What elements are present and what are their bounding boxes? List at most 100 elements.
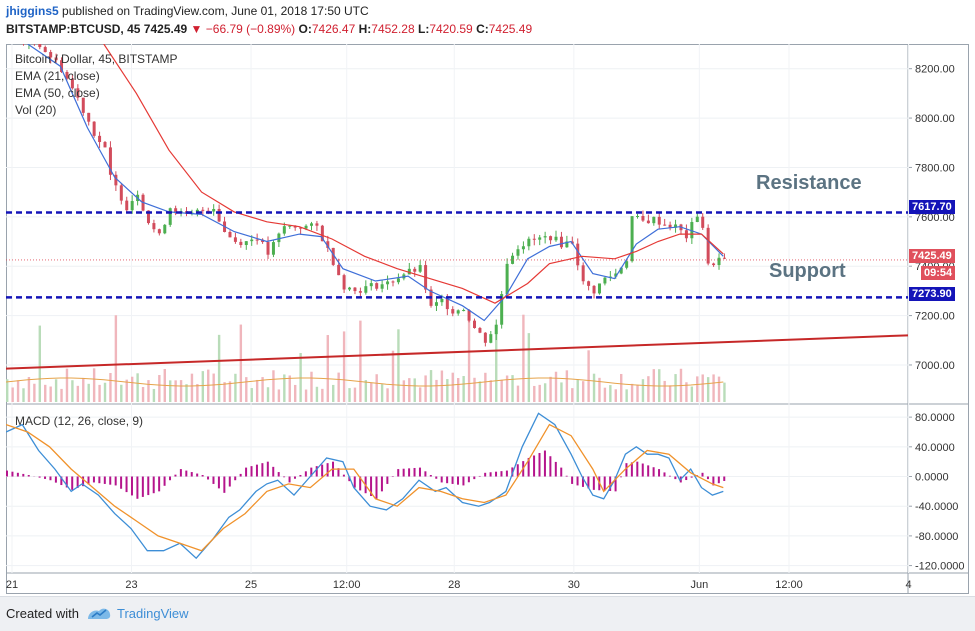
ohlc-bar: BITSTAMP:BTCUSD, 45 7425.49 ▼ −66.79 (−0… bbox=[6, 22, 532, 36]
candle-body bbox=[348, 288, 351, 290]
volume-bar bbox=[310, 372, 312, 402]
candle-body bbox=[256, 240, 259, 241]
candle-body bbox=[267, 242, 270, 255]
candle-body bbox=[506, 264, 509, 294]
candle-body bbox=[457, 310, 460, 313]
macd-histogram-bar bbox=[620, 477, 622, 478]
volume-bar bbox=[615, 389, 617, 402]
volume-bar bbox=[240, 325, 242, 402]
macd-histogram-bar bbox=[234, 477, 236, 481]
volume-bar bbox=[365, 380, 367, 402]
macd-histogram-bar bbox=[484, 473, 486, 477]
volume-bar bbox=[44, 385, 46, 402]
macd-histogram-bar bbox=[430, 475, 432, 476]
publish-info: jhiggins5 published on TradingView.com, … bbox=[6, 4, 369, 18]
candle-body bbox=[576, 244, 579, 266]
volume-bar bbox=[386, 388, 388, 402]
volume-bar bbox=[528, 333, 530, 402]
chart-border bbox=[7, 45, 969, 594]
volume-bar bbox=[625, 389, 627, 402]
volume-bar bbox=[441, 371, 443, 402]
candle-body bbox=[636, 216, 639, 217]
support-price-tag: 7273.90 bbox=[909, 287, 955, 301]
open-label: O: bbox=[299, 22, 312, 36]
candle-body bbox=[337, 265, 340, 275]
ema21-line bbox=[28, 44, 724, 321]
volume-bar bbox=[435, 380, 437, 402]
macd-histogram-bar bbox=[294, 477, 296, 479]
candle-body bbox=[484, 333, 487, 343]
macd-histogram-bar bbox=[185, 471, 187, 477]
candle-body bbox=[125, 201, 128, 211]
candle-body bbox=[228, 232, 231, 237]
volume-bar bbox=[691, 386, 693, 402]
volume-bar bbox=[202, 371, 204, 402]
macd-histogram-bar bbox=[424, 471, 426, 476]
macd-histogram-bar bbox=[691, 477, 693, 478]
macd-histogram-bar bbox=[555, 462, 557, 477]
macd-histogram-bar bbox=[468, 477, 470, 483]
volume-bar bbox=[196, 384, 198, 402]
macd-histogram-bar bbox=[663, 472, 665, 476]
candle-body bbox=[245, 241, 248, 245]
candle-body bbox=[712, 264, 715, 266]
candle-body bbox=[718, 258, 721, 265]
author-link[interactable]: jhiggins5 bbox=[6, 4, 59, 18]
macd-histogram-bar bbox=[180, 469, 182, 476]
volume-bar bbox=[707, 377, 709, 402]
candle-body bbox=[370, 283, 373, 286]
macd-histogram-bar bbox=[549, 456, 551, 476]
volume-bar bbox=[104, 383, 106, 402]
chart-frame[interactable]: 8200.008000.007800.007600.007400.007200.… bbox=[6, 44, 969, 594]
macd-histogram-bar bbox=[196, 474, 198, 477]
candle-body bbox=[234, 237, 237, 242]
price-tick-label: 7800.00 bbox=[915, 162, 955, 174]
volume-bar bbox=[120, 385, 122, 402]
candle-body bbox=[707, 228, 710, 264]
candle-body bbox=[663, 225, 666, 226]
volume-bar bbox=[631, 384, 633, 402]
volume-bar bbox=[674, 374, 676, 402]
macd-histogram-bar bbox=[414, 468, 416, 477]
macd-histogram-bar bbox=[718, 477, 720, 484]
volume-bar bbox=[115, 315, 117, 402]
candle-body bbox=[544, 236, 547, 237]
time-tick-label: 12:00 bbox=[775, 579, 803, 591]
macd-histogram-bar bbox=[120, 477, 122, 489]
price-chart[interactable]: 8200.008000.007800.007600.007400.007200.… bbox=[6, 44, 969, 594]
macd-histogram-bar bbox=[251, 466, 253, 476]
candle-body bbox=[538, 237, 541, 239]
volume-bar bbox=[343, 331, 345, 402]
volume-bar bbox=[174, 380, 176, 402]
macd-tick-label: 0.0000 bbox=[915, 472, 949, 484]
volume-bar bbox=[533, 386, 535, 402]
tradingview-link[interactable]: TradingView bbox=[117, 606, 189, 621]
candle-body bbox=[310, 223, 313, 225]
macd-histogram-bar bbox=[642, 464, 644, 477]
macd-histogram-bar bbox=[707, 477, 709, 480]
volume-bar bbox=[620, 374, 622, 402]
macd-histogram-bar bbox=[560, 468, 562, 477]
volume-bar bbox=[142, 387, 144, 402]
candle-body bbox=[473, 321, 476, 328]
macd-histogram-bar bbox=[98, 477, 100, 484]
macd-histogram-bar bbox=[28, 475, 30, 476]
volume-bar bbox=[593, 374, 595, 402]
tradingview-logo-icon bbox=[86, 605, 112, 621]
volume-bar bbox=[337, 373, 339, 402]
candle-body bbox=[723, 258, 726, 259]
macd-histogram-bar bbox=[115, 477, 117, 486]
macd-histogram-bar bbox=[419, 468, 421, 477]
macd-histogram-bar bbox=[126, 477, 128, 493]
price-tick-label: 8200.00 bbox=[915, 64, 955, 76]
macd-histogram-bar bbox=[305, 471, 307, 476]
footer: Created with TradingView bbox=[0, 596, 975, 631]
volume-bar bbox=[98, 385, 100, 402]
volume-bar bbox=[609, 385, 611, 402]
time-tick-label: Jun bbox=[690, 579, 708, 591]
published-text: published on TradingView.com, June 01, 2… bbox=[62, 4, 369, 18]
macd-histogram-bar bbox=[164, 477, 166, 486]
volume-bar bbox=[522, 315, 524, 402]
candle-body bbox=[212, 209, 215, 212]
volume-bar bbox=[636, 385, 638, 402]
